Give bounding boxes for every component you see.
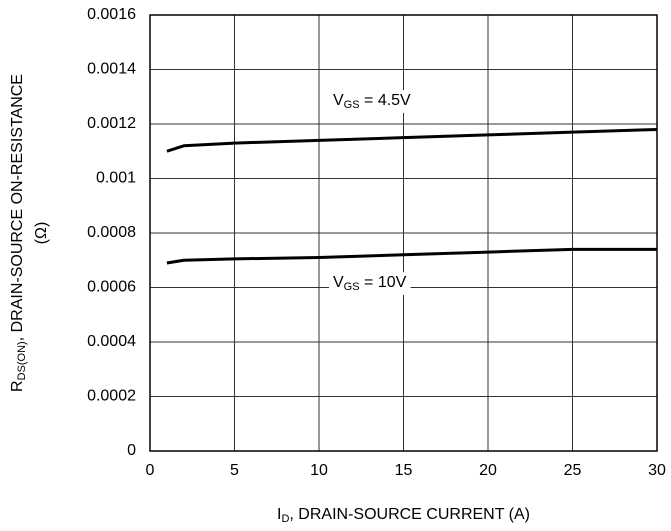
annotation: VGS = 4.5V xyxy=(333,92,411,111)
x-axis-label-group: ID, DRAIN-SOURCE CURRENT (A) xyxy=(277,506,530,525)
label-rest: , DRAIN-SOURCE ON-RESISTANCE xyxy=(9,74,26,341)
label-rest: = 10V xyxy=(360,274,407,291)
annotation: VGS = 10V xyxy=(333,274,407,293)
x-tick-label: 10 xyxy=(310,462,328,479)
y-tick-label: 0.0016 xyxy=(87,6,136,23)
y-tick-label: 0.0012 xyxy=(87,115,136,132)
label-main: R xyxy=(9,380,26,392)
label-main: V xyxy=(333,274,344,291)
x-tick-label: 0 xyxy=(146,462,155,479)
label-sub: GS xyxy=(344,281,360,293)
label-sub: DS(ON) xyxy=(16,341,28,380)
annotation-group: VGS = 4.5V xyxy=(329,90,416,113)
label-sub: D xyxy=(281,513,289,525)
y-tick-label: 0.0014 xyxy=(87,61,136,78)
series-line xyxy=(166,247,657,265)
y-tick-label: 0.0006 xyxy=(87,279,136,296)
x-tick-label: 20 xyxy=(479,462,497,479)
y-tick-label: 0 xyxy=(127,442,136,459)
label-sub: GS xyxy=(344,99,360,111)
y-tick-label: 0.001 xyxy=(96,170,136,187)
y-axis-label: RDS(ON), DRAIN-SOURCE ON-RESISTANCE xyxy=(9,74,28,392)
y-axis-label-line2: (Ω) xyxy=(33,222,50,245)
label-main: V xyxy=(333,92,344,109)
x-tick-label: 25 xyxy=(564,462,582,479)
label-main: I xyxy=(277,506,281,523)
label-background xyxy=(329,90,416,113)
label-rest: , DRAIN-SOURCE CURRENT (A) xyxy=(289,506,530,523)
y-tick-label: 0.0002 xyxy=(87,388,136,405)
label-rest: = 4.5V xyxy=(360,92,411,109)
x-tick-label: 5 xyxy=(230,462,239,479)
y-tick-label: 0.0008 xyxy=(87,224,136,241)
x-axis-label: ID, DRAIN-SOURCE CURRENT (A) xyxy=(277,506,530,525)
y-axis-label-group: RDS(ON), DRAIN-SOURCE ON-RESISTANCE xyxy=(9,74,28,392)
x-tick-label: 30 xyxy=(648,462,666,479)
label-background xyxy=(329,272,411,295)
series-line xyxy=(166,127,658,153)
x-tick-label: 15 xyxy=(395,462,413,479)
plot-border xyxy=(149,14,658,452)
y-tick-label: 0.0004 xyxy=(87,333,136,350)
annotation-group: VGS = 10V xyxy=(329,272,411,295)
